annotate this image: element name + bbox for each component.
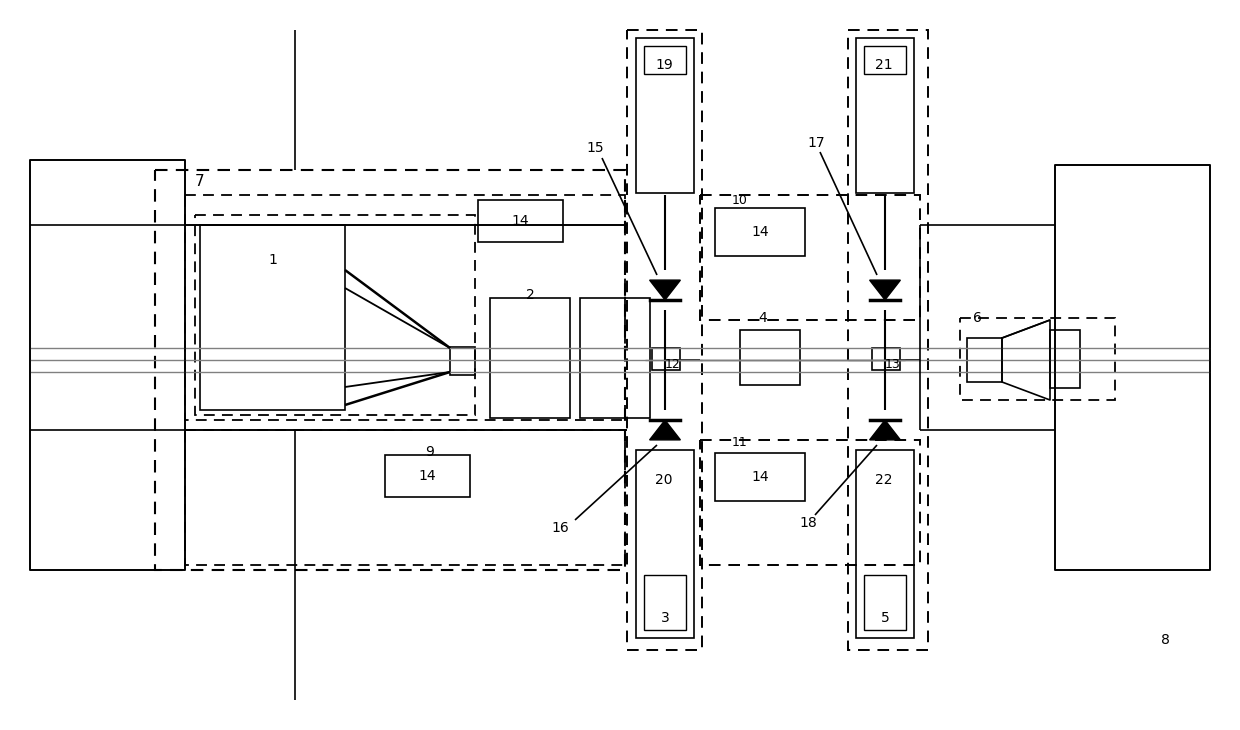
Text: 19: 19 [655,58,673,72]
Bar [967,338,1002,382]
Bar [856,38,914,193]
Polygon shape [650,280,681,300]
Bar [627,30,702,650]
Bar [701,195,920,320]
Bar [185,430,625,565]
Text: 9: 9 [425,445,434,459]
Polygon shape [650,420,681,440]
Text: 21: 21 [875,58,893,72]
Text: 4: 4 [759,311,768,325]
Text: 11: 11 [732,436,748,448]
Bar [30,160,185,570]
Bar [636,38,694,193]
Text: 8: 8 [1161,633,1169,647]
Bar [872,348,900,370]
Bar [450,347,475,375]
Bar [580,298,650,418]
Bar [200,225,345,410]
Text: 22: 22 [875,473,893,487]
Bar [960,318,1115,400]
Bar [155,170,625,570]
Text: 16: 16 [551,521,569,535]
Text: 14: 14 [751,225,769,239]
Bar [384,455,470,497]
Bar [864,575,906,630]
Bar [1055,165,1210,570]
Text: 17: 17 [807,136,825,150]
Text: 12: 12 [665,358,681,372]
Text: 1: 1 [269,253,278,267]
Text: 20: 20 [655,473,673,487]
Bar [715,208,805,256]
Bar [848,30,928,650]
Bar [740,330,800,385]
Bar [195,215,475,415]
Bar [856,450,914,638]
Bar [644,46,686,74]
Text: 10: 10 [732,193,748,207]
Bar [864,46,906,74]
Bar [652,348,680,370]
Bar [644,575,686,630]
Bar [477,200,563,242]
Bar [185,195,625,420]
Polygon shape [869,280,900,300]
Bar [490,298,570,418]
Polygon shape [869,420,900,440]
Bar [636,450,694,638]
Text: 14: 14 [751,470,769,484]
Bar [1050,330,1080,388]
Text: 14: 14 [511,214,528,228]
Text: 6: 6 [972,311,981,325]
Bar [701,440,920,565]
Text: 13: 13 [885,358,901,372]
Text: 5: 5 [880,611,889,625]
Text: 15: 15 [587,141,604,155]
Text: 7: 7 [195,174,205,190]
Text: 2: 2 [526,288,534,302]
Text: 18: 18 [799,516,817,530]
Bar [715,453,805,501]
Text: 3: 3 [661,611,670,625]
Text: 14: 14 [418,469,435,483]
